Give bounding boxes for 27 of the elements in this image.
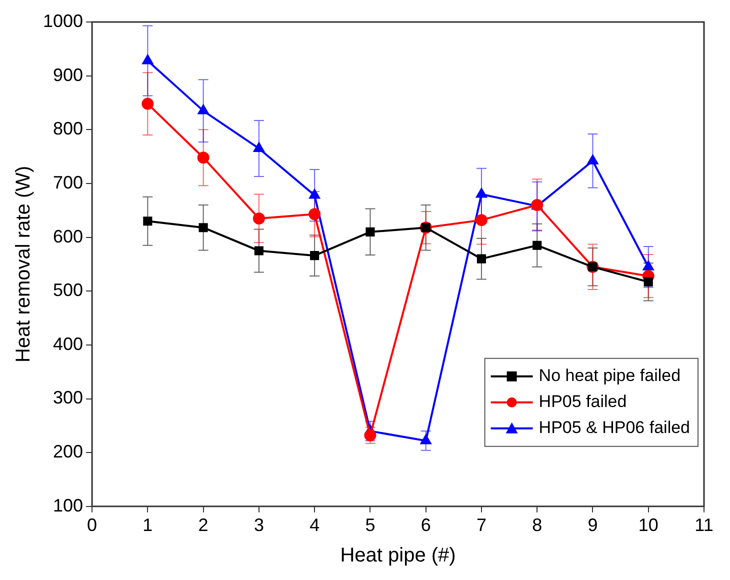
x-tick-label: 2 (198, 515, 208, 536)
x-tick-label: 3 (254, 515, 264, 536)
legend-label: No heat pipe failed (538, 366, 681, 386)
y-axis-title: Heat removal rate (W) (12, 166, 35, 363)
x-tick-label: 11 (694, 515, 714, 536)
y-tick-label: 700 (52, 172, 84, 192)
legend-label: HP05 failed (538, 392, 627, 412)
y-tick-label: 100 (52, 495, 84, 516)
x-axis-title: Heat pipe (#) (340, 544, 456, 567)
y-tick-label: 300 (52, 388, 84, 408)
x-tick-label: 1 (142, 515, 153, 536)
y-tick-label: 800 (52, 118, 84, 139)
x-tick-label: 7 (476, 515, 486, 536)
x-tick-label: 5 (365, 515, 376, 536)
y-tick-label: 200 (52, 442, 84, 462)
x-tick-label: 0 (87, 515, 98, 536)
legend-label: HP05 & HP06 failed (538, 418, 690, 438)
y-tick-label: 400 (52, 334, 84, 354)
x-tick-label: 9 (588, 515, 598, 536)
y-tick-label: 900 (52, 64, 84, 85)
x-tick-label: 4 (310, 515, 320, 536)
y-tick-label: 600 (52, 226, 84, 246)
x-tick-label: 6 (420, 515, 431, 536)
x-tick-label: 10 (638, 515, 658, 536)
y-tick-label: 1000 (42, 10, 84, 31)
x-tick-label: 8 (532, 515, 542, 536)
y-tick-label: 500 (52, 280, 84, 300)
